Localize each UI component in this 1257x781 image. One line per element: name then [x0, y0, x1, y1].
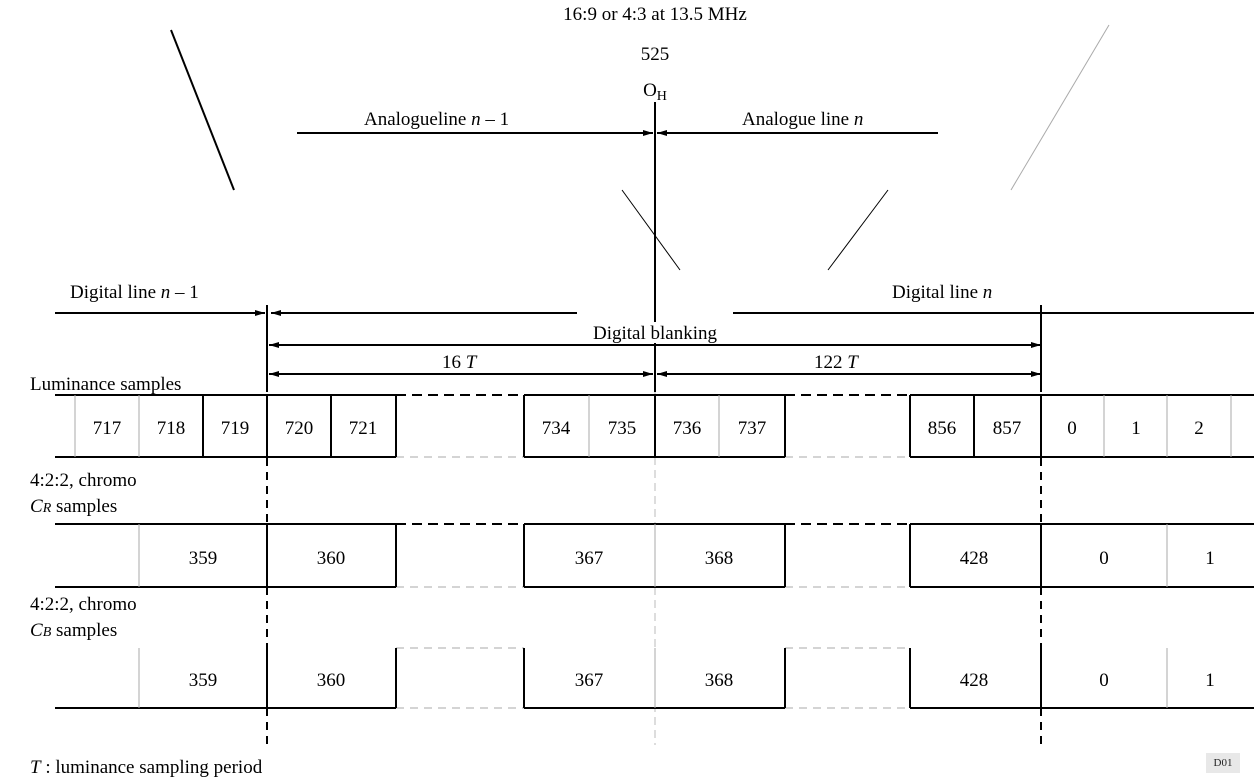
cb-sample: 428: [960, 670, 989, 691]
cr-sample: 0: [1099, 548, 1109, 569]
luminance-sample: 736: [673, 418, 702, 439]
luminance-sample: 721: [349, 418, 378, 439]
cb-sample: 367: [575, 670, 604, 691]
figure-tag: D01: [1206, 753, 1240, 773]
luminance-sample: 735: [608, 418, 637, 439]
cr-sample: 359: [189, 548, 218, 569]
cr-row: 359 360 367 368 428 0 1: [55, 523, 1254, 588]
cr-sample: 428: [960, 548, 989, 569]
diagonal-line-center-left: [621, 189, 681, 271]
origin-label: OH: [643, 80, 667, 104]
digital-blanking-label: Digital blanking: [593, 323, 718, 344]
digital-line-next-label: Digital line n: [892, 282, 992, 303]
cr-sample: 367: [575, 548, 604, 569]
span-122t-label: 122 T: [814, 352, 859, 373]
cr-row-label-2: CR samples: [30, 496, 117, 517]
cb-sample: 0: [1099, 670, 1109, 691]
luminance-sample: 856: [928, 418, 957, 439]
cr-sample: 1: [1205, 548, 1215, 569]
cr-sample: 360: [317, 548, 346, 569]
cb-sample: 1: [1205, 670, 1215, 691]
cb-sample: 359: [189, 670, 218, 691]
luminance-sample: 717: [93, 418, 122, 439]
cb-row: 359 360 367 368 428 0 1: [55, 647, 1254, 709]
luminance-sample: 0: [1067, 418, 1077, 439]
cb-row-label-2: CB samples: [30, 620, 117, 641]
luminance-sample: 857: [993, 418, 1022, 439]
cb-sample: 368: [705, 670, 734, 691]
luminance-sample: 1: [1131, 418, 1141, 439]
luminance-sample: 718: [157, 418, 186, 439]
span-16t-label: 16 T: [442, 352, 478, 373]
luminance-row: 717 718 719 720 721 734 735 736 737 856 …: [55, 394, 1254, 458]
cr-sample: 368: [705, 548, 734, 569]
digital-line-prev-label: Digital line n – 1: [70, 282, 199, 303]
diagonal-line-center-right: [827, 189, 889, 271]
luminance-sample: 2: [1194, 418, 1204, 439]
cb-sample: 360: [317, 670, 346, 691]
analogue-line-prev-label: Analogueline n – 1: [364, 109, 509, 130]
format-title: 16:9 or 4:3 at 13.5 MHz: [563, 4, 747, 25]
analogue-line-next-label: Analogue line n: [742, 109, 863, 130]
luminance-sample: 720: [285, 418, 314, 439]
diagonal-line-right: [1010, 24, 1110, 191]
cb-row-label-1: 4:2:2, chromo: [30, 594, 137, 615]
luminance-row-label: Luminance samples: [30, 374, 181, 395]
cr-row-label-1: 4:2:2, chromo: [30, 470, 137, 491]
footnote: T : luminance sampling period: [30, 757, 263, 778]
luminance-sample: 734: [542, 418, 571, 439]
line-count: 525: [641, 44, 670, 65]
diagonal-line-left: [170, 29, 235, 191]
luminance-sample: 737: [738, 418, 767, 439]
luminance-sample: 719: [221, 418, 250, 439]
